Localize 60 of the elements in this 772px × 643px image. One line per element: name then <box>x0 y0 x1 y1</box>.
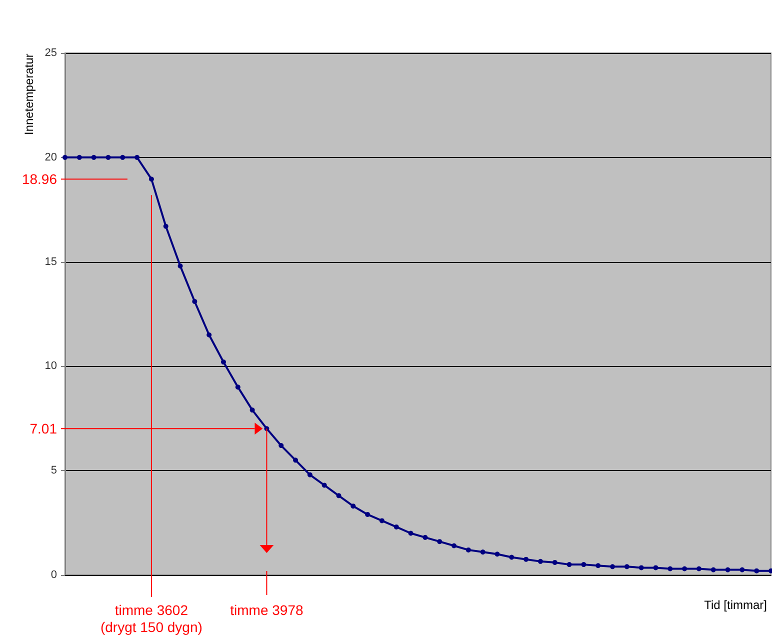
point <box>235 384 240 390</box>
point <box>379 518 384 524</box>
point <box>610 564 616 570</box>
point <box>653 565 658 570</box>
point <box>754 568 760 574</box>
point <box>91 154 96 160</box>
point <box>710 567 716 572</box>
point <box>682 566 688 572</box>
text: timme 3602 (drygt 150 dygn) <box>100 602 202 635</box>
text: timme 3978 <box>230 602 304 618</box>
point <box>106 154 111 160</box>
point <box>538 558 543 564</box>
point <box>422 534 428 540</box>
y-tick-label: 5 <box>50 464 57 477</box>
point <box>509 554 514 560</box>
point <box>452 543 457 548</box>
point <box>220 360 226 365</box>
y-tick-label: 15 <box>44 256 57 268</box>
point <box>638 565 644 570</box>
y-tick-label: 0 <box>50 569 57 581</box>
point <box>250 408 255 413</box>
point <box>336 493 342 498</box>
ref-line-label: 7.01 <box>30 420 58 437</box>
point <box>596 563 601 568</box>
point <box>480 550 486 555</box>
point <box>725 567 730 572</box>
point <box>740 567 745 572</box>
point <box>408 530 414 536</box>
point <box>581 562 586 568</box>
point <box>350 504 356 509</box>
point <box>178 263 183 268</box>
y-axis-title: Innetemperatur <box>22 54 36 135</box>
point <box>437 539 442 544</box>
point <box>62 154 68 160</box>
point <box>307 472 312 478</box>
point <box>322 482 327 488</box>
point <box>134 154 140 160</box>
point <box>566 562 572 568</box>
point <box>120 154 126 160</box>
x-axis-title: Tid [timmar] <box>704 598 767 612</box>
y-tick-label: 25 <box>44 47 57 59</box>
point <box>394 524 399 530</box>
point <box>192 298 198 304</box>
point <box>365 512 370 517</box>
point <box>293 458 298 463</box>
point <box>206 332 212 338</box>
point <box>76 154 82 160</box>
point <box>668 566 673 572</box>
point <box>696 566 702 572</box>
y-tick-label: 10 <box>44 360 57 372</box>
point <box>163 224 168 229</box>
ref-line-label: 18.96 <box>22 171 58 188</box>
point <box>494 552 500 557</box>
point <box>624 564 630 570</box>
point <box>278 443 284 448</box>
y-tick-label: 20 <box>44 151 57 164</box>
point <box>524 556 529 562</box>
point <box>148 176 154 182</box>
point <box>552 560 558 565</box>
point <box>466 547 471 552</box>
